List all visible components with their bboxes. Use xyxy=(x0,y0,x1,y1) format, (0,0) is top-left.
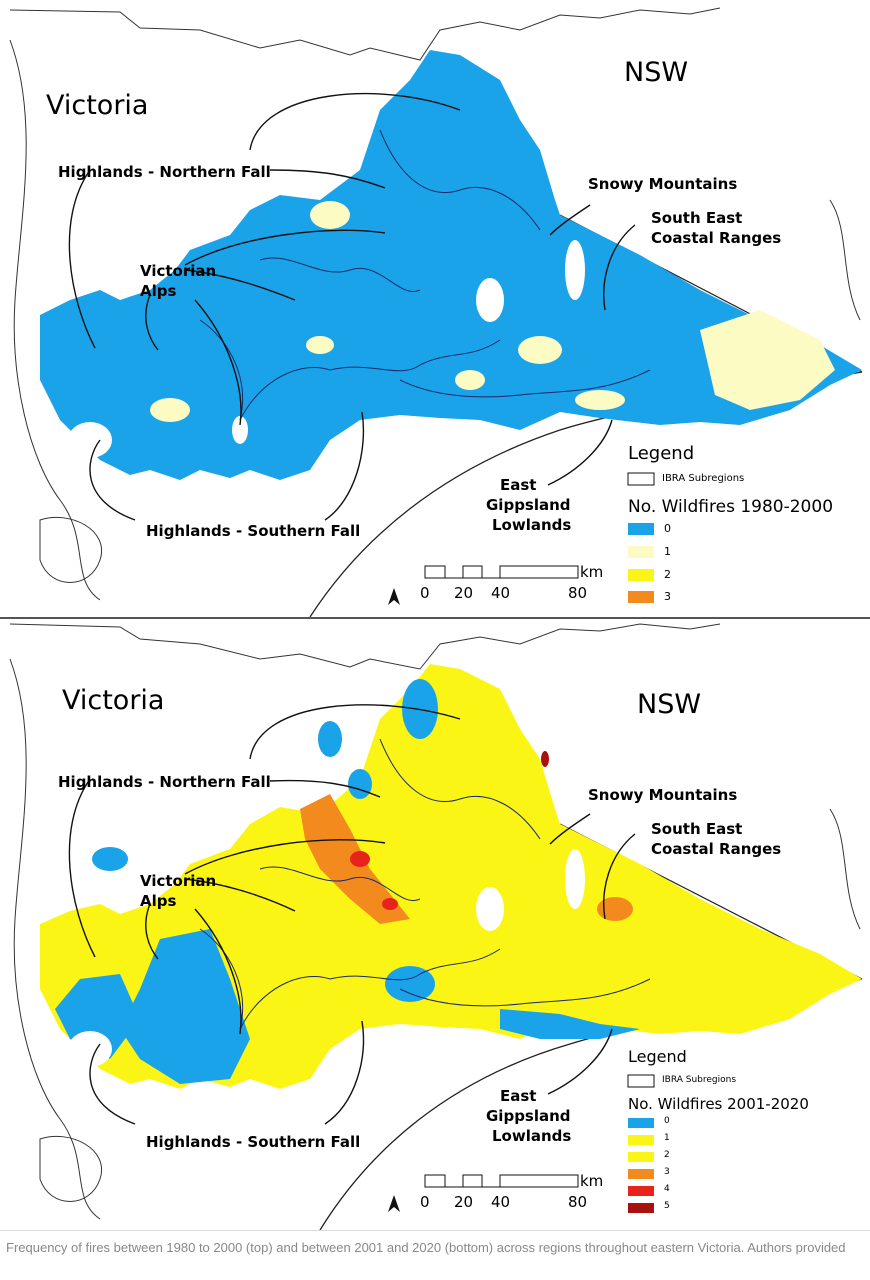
fire-count-1-patches xyxy=(150,201,835,422)
legend-label-0: 0 xyxy=(664,522,671,535)
scale-tick-80: 80 xyxy=(568,584,588,602)
legend-swatch-2 xyxy=(628,1152,654,1162)
state-label-nsw: NSW xyxy=(637,689,702,720)
region-label-secr-line1: South East xyxy=(651,820,743,838)
region-label-egl-line2: Gippsland xyxy=(486,1107,571,1125)
legend-label-1: 1 xyxy=(664,1133,670,1143)
map-1980-2000: Victoria NSW Highlands - Northern Fall S… xyxy=(0,0,870,617)
scale-tick-20: 20 xyxy=(454,584,474,602)
no-data-gaps xyxy=(68,849,585,1067)
scale-bar xyxy=(424,565,579,579)
region-label-southern-fall: Highlands - Southern Fall xyxy=(146,1133,361,1151)
legend-label-3: 3 xyxy=(664,1167,670,1177)
fire-count-3-plus-patches xyxy=(300,751,633,924)
legend-swatch-2 xyxy=(628,569,654,581)
legend-swatch-4 xyxy=(628,1186,654,1196)
scale-bar xyxy=(424,1174,579,1188)
no-data-gaps xyxy=(68,240,585,458)
lake-outline xyxy=(39,1135,103,1202)
state-border xyxy=(9,7,721,61)
lake-outline xyxy=(39,516,103,583)
legend-title: Legend xyxy=(628,443,695,464)
region-label-egl-line3: Lowlands xyxy=(492,1127,572,1145)
region-fill-1 xyxy=(40,664,862,1089)
legend-label-1: 1 xyxy=(664,545,671,558)
legend-ibra-label: IBRA Subregions xyxy=(662,1075,737,1085)
ibra-swatch xyxy=(627,472,655,486)
scale-unit: km xyxy=(580,1172,604,1190)
north-arrow xyxy=(388,588,400,605)
region-label-secr-line2: Coastal Ranges xyxy=(651,229,782,247)
legend-label-0: 0 xyxy=(664,1116,670,1126)
region-label-alps-line2: Alps xyxy=(140,282,177,300)
scale-tick-40: 40 xyxy=(491,1193,511,1211)
state-border xyxy=(9,623,721,670)
map-divider xyxy=(0,617,870,619)
legend-swatch-3 xyxy=(628,591,654,603)
caption-rule xyxy=(0,1230,870,1231)
state-label-victoria: Victoria xyxy=(46,90,149,121)
region-label-secr-line1: South East xyxy=(651,209,743,227)
scale-tick-20: 20 xyxy=(454,1193,474,1211)
legend-title: Legend xyxy=(628,1047,687,1066)
legend-label-5: 5 xyxy=(664,1201,670,1211)
legend-swatch-3 xyxy=(628,1169,654,1179)
legend-label-2: 2 xyxy=(664,568,671,581)
scale-tick-0: 0 xyxy=(420,584,430,602)
legend-swatch-1 xyxy=(628,1135,654,1145)
coastline-outline xyxy=(9,39,101,601)
region-label-alps-line1: Victorian xyxy=(140,872,217,890)
legend-heading: No. Wildfires 1980-2000 xyxy=(628,497,834,517)
annotation-arrows xyxy=(68,704,636,1125)
region-label-egl-line3: Lowlands xyxy=(492,516,572,534)
scale-tick-0: 0 xyxy=(420,1193,430,1211)
legend-heading: No. Wildfires 2001-2020 xyxy=(628,1095,809,1113)
region-label-northern-fall: Highlands - Northern Fall xyxy=(58,773,271,791)
state-label-nsw: NSW xyxy=(624,57,689,88)
map-1980-2000-canvas xyxy=(9,7,863,617)
region-label-northern-fall: Highlands - Northern Fall xyxy=(58,163,271,181)
north-arrow xyxy=(388,1195,400,1212)
legend-label-2: 2 xyxy=(664,1150,670,1160)
coastline-outline xyxy=(9,658,101,1220)
region-label-alps-line2: Alps xyxy=(140,892,177,910)
map-2001-2020: Victoria NSW Highlands - Northern Fall S… xyxy=(0,619,870,1230)
state-label-victoria: Victoria xyxy=(62,685,165,716)
region-label-egl-line1: East xyxy=(500,1087,537,1105)
map-2001-2020-canvas xyxy=(9,623,863,1230)
east-outline xyxy=(829,808,861,930)
region-label-snowy-mountains: Snowy Mountains xyxy=(588,786,738,804)
scale-tick-80: 80 xyxy=(568,1193,588,1211)
figure-caption: Frequency of fires between 1980 to 2000 … xyxy=(6,1240,846,1255)
legend-label-4: 4 xyxy=(664,1184,670,1194)
region-label-egl-line1: East xyxy=(500,476,537,494)
region-label-snowy-mountains: Snowy Mountains xyxy=(588,175,738,193)
legend-swatch-0 xyxy=(628,1118,654,1128)
legend-swatch-1 xyxy=(628,546,654,558)
region-fill-0 xyxy=(40,50,862,480)
scale-unit: km xyxy=(580,563,604,581)
legend-label-3: 3 xyxy=(664,590,671,603)
scale-tick-40: 40 xyxy=(491,584,511,602)
legend-swatch-5 xyxy=(628,1203,654,1213)
region-label-southern-fall: Highlands - Southern Fall xyxy=(146,522,361,540)
region-label-egl-line2: Gippsland xyxy=(486,496,571,514)
east-outline xyxy=(829,199,861,321)
legend-swatch-0 xyxy=(628,523,654,535)
legend-ibra-label: IBRA Subregions xyxy=(662,473,745,484)
ibra-swatch xyxy=(627,1074,655,1088)
region-label-secr-line2: Coastal Ranges xyxy=(651,840,782,858)
annotation-arrows xyxy=(68,92,636,521)
region-label-alps-line1: Victorian xyxy=(140,262,217,280)
